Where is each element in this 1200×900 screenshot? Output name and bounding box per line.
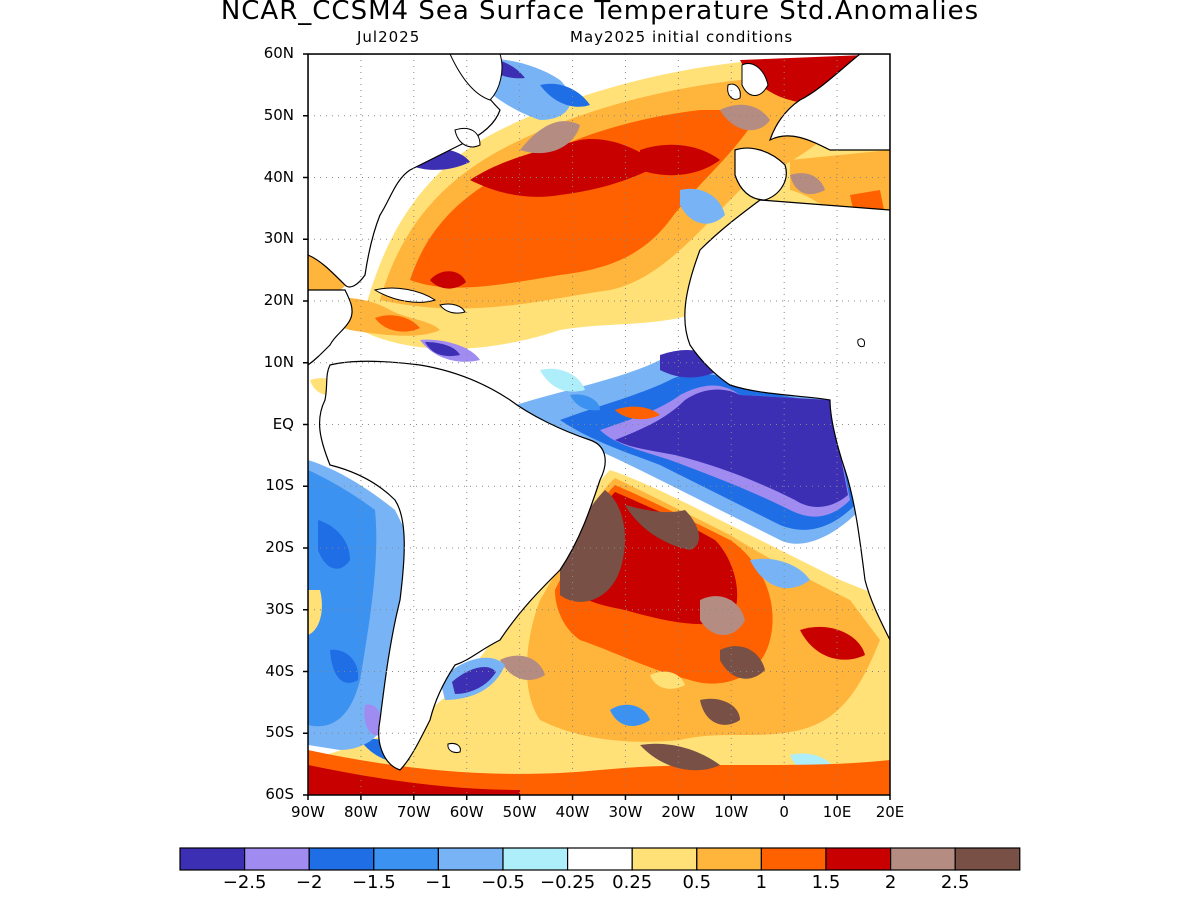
colorbar-label: 2.5 <box>940 872 970 893</box>
lon-label: 50W <box>502 803 537 821</box>
lat-label: 30N <box>263 229 294 248</box>
lon-label: 60W <box>449 803 484 821</box>
colorbar <box>179 847 1021 871</box>
lat-label: 50S <box>265 723 294 742</box>
colorbar-swatch <box>308 847 375 871</box>
colorbar-swatch <box>631 847 698 871</box>
lat-label: 10N <box>263 352 294 371</box>
lat-label: 60S <box>265 785 294 803</box>
colorbar-swatch <box>244 847 310 871</box>
colorbar-label: 2 <box>884 872 897 893</box>
lat-label: 30S <box>265 599 294 618</box>
lon-label: 0 <box>779 803 789 821</box>
initial-conditions-label: May2025 initial conditions <box>570 28 794 46</box>
lat-label: 60N <box>263 44 294 62</box>
lon-label: 40W <box>555 803 590 821</box>
lon-label: 30W <box>608 803 643 821</box>
colorbar-label: −1 <box>425 872 452 893</box>
lat-label: 40N <box>263 167 294 186</box>
colorbar-label: 1 <box>755 872 768 893</box>
map-gridlines <box>308 54 890 795</box>
colorbar-label: −0.5 <box>481 872 525 893</box>
map-title: NCAR_CCSM4 Sea Surface Temperature Std.A… <box>220 0 980 26</box>
lon-label: 80W <box>343 803 378 821</box>
lon-label: 10W <box>714 803 749 821</box>
colorbar-swatch <box>954 847 1021 871</box>
colorbar-label: 0.5 <box>682 872 712 893</box>
lat-label: 20N <box>263 291 294 309</box>
colorbar-label: −0.25 <box>540 872 596 893</box>
colorbar-swatch <box>889 847 956 871</box>
lon-label: 20W <box>661 803 696 821</box>
anomaly-field <box>308 54 890 795</box>
lat-label: 10S <box>265 476 294 495</box>
lon-label: 10E <box>822 803 852 821</box>
colorbar-label: −1.5 <box>351 872 396 893</box>
land-mask <box>308 54 890 771</box>
lat-label: EQ <box>272 414 294 433</box>
lat-label: 50N <box>263 105 294 124</box>
colorbar-label: 1.5 <box>811 872 841 893</box>
lon-label: 70W <box>396 803 431 821</box>
colorbar-swatch <box>502 847 569 871</box>
colorbar-swatch <box>760 847 827 871</box>
lat-label: 20S <box>265 538 294 556</box>
lon-label: 90W <box>291 803 325 821</box>
colorbar-label: −2.5 <box>222 872 267 893</box>
colorbar-swatch <box>373 847 439 871</box>
colorbar-swatch <box>437 847 504 871</box>
lon-label: 20E <box>875 803 905 821</box>
colorbar-label: 0.25 <box>612 872 653 893</box>
colorbar-swatch <box>825 847 892 871</box>
colorbar-swatch <box>566 847 633 871</box>
colorbar-swatch <box>696 847 762 871</box>
forecast-month: Jul2025 <box>357 28 421 46</box>
lat-label: 40S <box>265 661 294 680</box>
colorbar-swatch <box>179 847 246 871</box>
colorbar-label: −2 <box>295 872 323 893</box>
